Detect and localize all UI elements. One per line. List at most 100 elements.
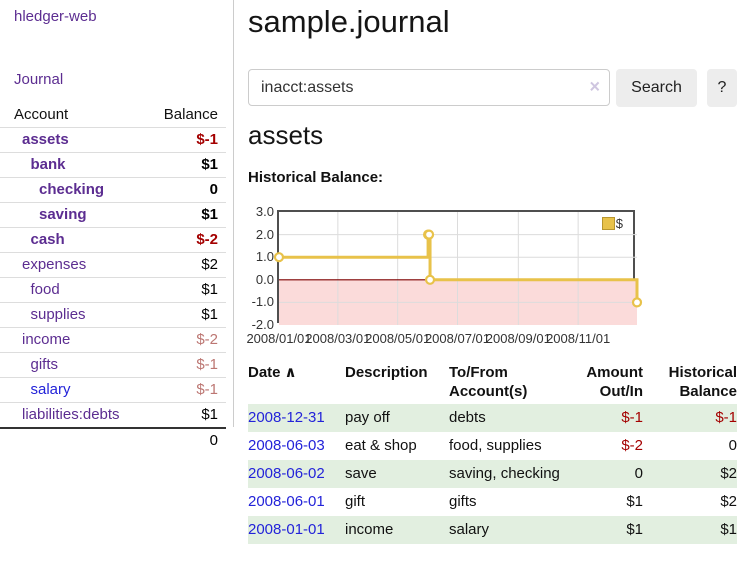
transaction-description-cell: eat & shop <box>345 437 417 454</box>
legend-swatch-icon <box>601 217 615 230</box>
account-row: supplies $1 <box>0 302 226 327</box>
x-axis-tick-label: 2008/05/01 <box>365 331 431 346</box>
transaction-amount-cell: 0 <box>564 460 643 488</box>
account-row: liabilities:debts $1 <box>0 402 226 427</box>
account-balance: $-2 <box>196 231 218 248</box>
chart-plot-area: $ <box>273 210 643 325</box>
transaction-amount-cell: $-1 <box>564 404 643 432</box>
transaction-date-link[interactable]: 2008-12-31 <box>248 409 325 426</box>
account-link[interactable]: checking <box>39 181 105 198</box>
x-axis-tick-label: 2008/01/01 <box>246 331 312 346</box>
y-axis-tick-label: 2.0 <box>255 226 274 242</box>
account-balance: $-2 <box>196 331 218 348</box>
transaction-date-cell: 2008-01-01 <box>248 516 345 544</box>
clear-search-icon[interactable]: × <box>589 76 600 97</box>
transaction-date-link[interactable]: 2008-06-02 <box>248 465 325 482</box>
total-balance: 0 <box>209 432 218 449</box>
account-row: salary $-1 <box>0 377 226 402</box>
table-row: 2008-06-02 save saving, checking 0 $2 <box>248 460 737 488</box>
transaction-description-cell: income <box>345 516 449 544</box>
y-axis-tick-label: -2.0 <box>251 317 274 332</box>
table-row: 2008-06-03 eat & shop food, supplies $-2… <box>248 432 737 460</box>
table-row: 2008-01-01 income salary $1 $1 <box>248 516 737 544</box>
account-balance: $1 <box>201 156 218 173</box>
transaction-accounts-cell: saving, checking <box>449 460 564 488</box>
x-axis-tick-label: 2008/09/01 <box>485 331 551 346</box>
transaction-date-cell: 2008-12-31 <box>248 404 345 432</box>
transaction-accounts-cell: gifts <box>449 493 477 510</box>
transaction-accounts-cell: debts <box>449 404 564 432</box>
account-link[interactable]: expenses <box>22 256 87 273</box>
transaction-amount-cell: $1 <box>564 516 643 544</box>
transaction-balance-cell: $1 <box>643 516 737 544</box>
app-brand-link[interactable]: hledger-web <box>14 8 97 25</box>
page-title: sample.journal <box>248 4 450 39</box>
search-input[interactable] <box>248 69 610 106</box>
account-balance: $-1 <box>196 381 218 398</box>
chart-canvas <box>273 212 643 325</box>
transaction-accounts-cell: food, supplies <box>449 437 542 454</box>
x-axis-tick-label: 2008/03/01 <box>305 331 371 346</box>
table-row: 2008-12-31 pay off debts $-1 $-1 <box>248 404 737 432</box>
register-column-header: Description <box>345 364 428 381</box>
register-header-row: Date ∧ Description To/From Account(s) Amo… <box>248 360 737 404</box>
search-button[interactable]: Search <box>616 69 697 107</box>
x-axis-tick-label: 2008/11/01 <box>546 331 611 346</box>
account-link[interactable]: saving <box>39 206 87 223</box>
transaction-accounts-cell: salary <box>449 516 564 544</box>
account-balance-table: Account Balance assets $-1 bank $1 check… <box>0 103 226 453</box>
transaction-description-cell: save <box>345 460 449 488</box>
account-heading: assets <box>248 120 324 150</box>
account-balance: $1 <box>201 406 218 423</box>
table-row: 2008-06-01 gift gifts $1 $2 <box>248 488 737 516</box>
account-row: gifts $-1 <box>0 352 226 377</box>
account-row: expenses $2 <box>0 252 226 277</box>
transaction-amount-cell: $-2 <box>621 437 643 454</box>
account-row: income $-2 <box>0 327 226 352</box>
account-total-row: 0 <box>0 427 226 453</box>
chart-section-label: Historical Balance: <box>248 169 384 186</box>
transaction-date-link[interactable]: 2008-06-01 <box>248 493 325 510</box>
transaction-description-cell: pay off <box>345 404 449 432</box>
transaction-amount-cell: $1 <box>626 493 643 510</box>
account-link[interactable]: supplies <box>30 306 86 323</box>
help-button[interactable]: ? <box>707 69 737 107</box>
account-link[interactable]: liabilities:debts <box>22 406 120 423</box>
account-balance: $-1 <box>196 356 218 373</box>
account-balance: $1 <box>201 306 218 323</box>
account-link[interactable]: salary <box>30 381 71 398</box>
y-axis-tick-label: 3.0 <box>255 204 274 219</box>
sidebar-item-journal[interactable]: Journal <box>14 71 64 88</box>
balance-column-header: Balance <box>163 106 218 123</box>
y-axis-tick-label: 1.0 <box>255 249 274 265</box>
transaction-date-cell: 2008-06-02 <box>248 460 345 488</box>
transaction-balance-cell: $2 <box>643 460 737 488</box>
register-column-header: Amount Out/In <box>586 364 643 400</box>
account-link[interactable]: gifts <box>30 356 59 373</box>
main-content: sample.journal × Search ? assets Histori… <box>246 0 742 582</box>
account-link[interactable]: cash <box>30 231 65 248</box>
account-row: saving $1 <box>0 202 226 227</box>
y-axis-tick-label: 0.0 <box>255 271 274 287</box>
account-row: bank $1 <box>0 152 226 177</box>
account-row: checking 0 <box>0 177 226 202</box>
account-row: cash $-2 <box>0 227 226 252</box>
account-link[interactable]: assets <box>22 131 69 148</box>
transaction-date-link[interactable]: 2008-01-01 <box>248 521 325 538</box>
search-box: × <box>248 69 610 106</box>
x-axis-tick-label: 2008/07/01 <box>424 331 491 346</box>
transaction-balance-cell: $-1 <box>643 404 737 432</box>
account-link[interactable]: food <box>30 281 60 298</box>
historical-balance-chart: 3.0 2.0 1.0 0.0 -1.0 -2.0 $ 2008/01/01 2008/03… <box>246 202 742 350</box>
y-axis-tick-label: -1.0 <box>251 294 274 310</box>
chart-legend: $ <box>601 216 623 231</box>
register-column-header: Historical Balance <box>668 364 737 400</box>
transaction-date-cell: 2008-06-01 <box>248 488 345 516</box>
account-link[interactable]: income <box>22 331 71 348</box>
register-column-header[interactable]: Date ∧ <box>248 364 297 381</box>
account-link[interactable]: bank <box>30 156 66 173</box>
account-row: assets $-1 <box>0 127 226 152</box>
transaction-date-link[interactable]: 2008-06-03 <box>248 437 325 454</box>
account-table-header: Account Balance <box>0 103 226 127</box>
